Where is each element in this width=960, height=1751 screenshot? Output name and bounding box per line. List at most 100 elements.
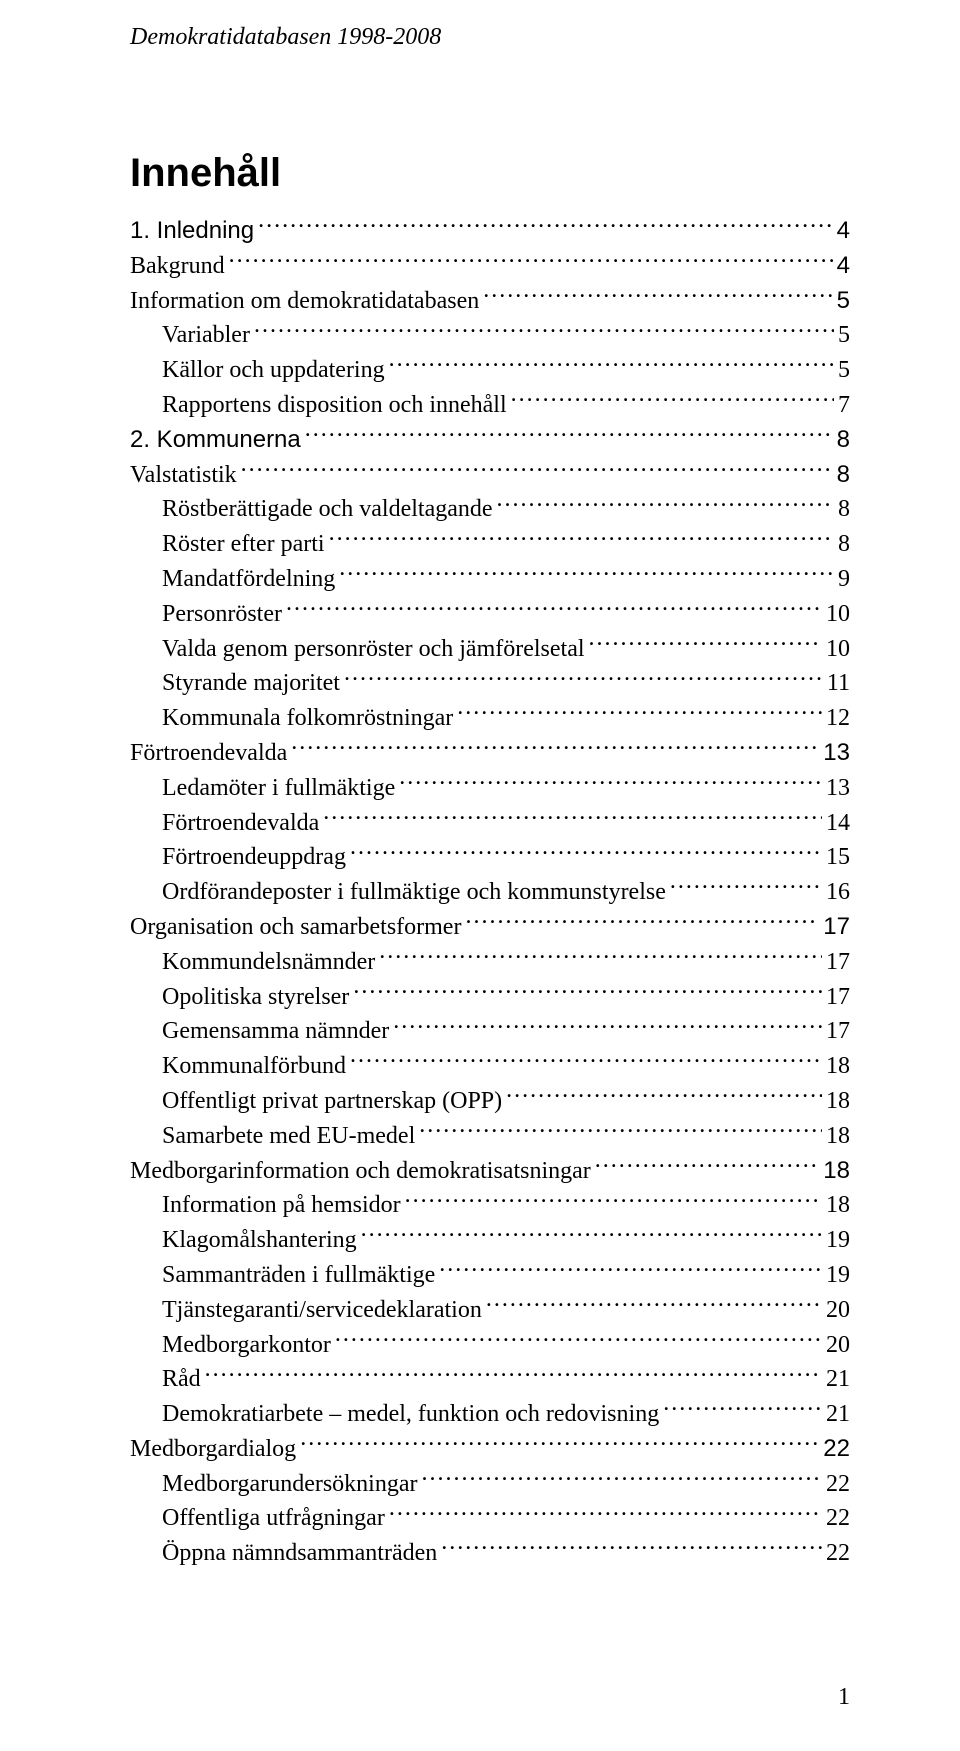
toc-leader	[286, 597, 822, 621]
toc-entry: Information på hemsidor18	[130, 1188, 850, 1223]
toc-entry-label: Medborgarinformation och demokratisatsni…	[130, 1154, 591, 1189]
toc-entry-page: 9	[838, 562, 850, 597]
toc-entry: Sammanträden i fullmäktige19	[130, 1258, 850, 1293]
toc-entry-label: Sammanträden i fullmäktige	[162, 1258, 435, 1293]
toc-entry-label: Mandatfördelning	[162, 562, 335, 597]
toc-list: 1. Inledning4Bakgrund4Information om dem…	[130, 214, 850, 1571]
toc-entry-label: Opolitiska styrelser	[162, 980, 349, 1015]
toc-entry-label: Styrande majoritet	[162, 666, 340, 701]
toc-entry-label: Offentliga utfrågningar	[162, 1501, 385, 1536]
toc-leader	[670, 875, 822, 899]
toc-entry: 2. Kommunerna8	[130, 423, 850, 458]
toc-entry: Medborgarkontor 20	[130, 1328, 850, 1363]
toc-leader	[241, 458, 833, 482]
toc-entry: Kommundelsnämnder17	[130, 945, 850, 980]
toc-leader	[350, 840, 822, 864]
toc-leader	[486, 1293, 822, 1317]
toc-entry-page: 8	[837, 423, 850, 458]
toc-leader	[589, 632, 822, 656]
toc-leader	[422, 1467, 823, 1491]
toc-leader	[441, 1536, 822, 1560]
toc-entry-page: 8	[838, 527, 850, 562]
toc-leader	[389, 1501, 822, 1525]
toc-entry-page: 17	[826, 945, 850, 980]
toc-leader	[205, 1362, 822, 1386]
toc-entry: Medborgarinformation och demokratisatsni…	[130, 1154, 850, 1189]
toc-entry-label: Ledamöter i fullmäktige	[162, 771, 395, 806]
toc-entry: Förtroendevalda13	[130, 736, 850, 771]
toc-entry-label: Medborgarundersökningar	[162, 1467, 418, 1502]
toc-entry-page: 12	[826, 701, 850, 736]
toc-entry-page: 19	[826, 1223, 850, 1258]
toc-entry-label: 1. Inledning	[130, 214, 254, 249]
toc-entry: Information om demokratidatabasen5	[130, 284, 850, 319]
toc-leader	[506, 1084, 822, 1108]
toc-entry-page: 5	[838, 353, 850, 388]
toc-entry-label: Organisation och samarbetsformer	[130, 910, 461, 945]
toc-entry: Organisation och samarbetsformer17	[130, 910, 850, 945]
toc-leader	[511, 388, 834, 412]
toc-entry: Gemensamma nämnder17	[130, 1014, 850, 1049]
toc-entry-label: Information på hemsidor	[162, 1188, 401, 1223]
toc-entry-page: 11	[827, 666, 850, 701]
toc-leader	[483, 284, 832, 308]
toc-entry: Variabler5	[130, 318, 850, 353]
toc-leader	[389, 353, 834, 377]
toc-entry-page: 10	[826, 597, 850, 632]
toc-entry-label: Valda genom personröster och jämförelset…	[162, 632, 585, 667]
toc-entry-page: 20	[826, 1328, 850, 1363]
toc-entry: Råd21	[130, 1362, 850, 1397]
toc-entry-label: Personröster	[162, 597, 282, 632]
toc-entry: Förtroendevalda14	[130, 806, 850, 841]
toc-entry-label: Källor och uppdatering	[162, 353, 385, 388]
toc-entry: Valstatistik8	[130, 458, 850, 493]
toc-entry-label: Röster efter parti	[162, 527, 325, 562]
toc-title: Innehåll	[130, 151, 850, 196]
toc-entry: Ledamöter i fullmäktige13	[130, 771, 850, 806]
toc-entry-label: Kommunala folkomröstningar	[162, 701, 453, 736]
toc-entry: Valda genom personröster och jämförelset…	[130, 632, 850, 667]
toc-leader	[258, 214, 833, 238]
toc-leader	[300, 1432, 819, 1456]
toc-entry-label: Klagomålshantering	[162, 1223, 357, 1258]
toc-entry-page: 22	[826, 1467, 850, 1502]
toc-entry-label: Medborgarkontor	[162, 1328, 331, 1363]
toc-entry-page: 20	[826, 1293, 850, 1328]
toc-entry-page: 18	[826, 1084, 850, 1119]
toc-entry-label: Kommunalförbund	[162, 1049, 346, 1084]
toc-entry-page: 13	[823, 736, 850, 771]
toc-entry-label: Valstatistik	[130, 458, 237, 493]
toc-leader	[465, 910, 819, 934]
toc-entry: Förtroendeuppdrag 15	[130, 840, 850, 875]
toc-entry: Bakgrund4	[130, 249, 850, 284]
toc-entry: Opolitiska styrelser17	[130, 980, 850, 1015]
toc-leader	[350, 1049, 822, 1073]
toc-entry-page: 14	[826, 806, 850, 841]
toc-leader	[361, 1223, 822, 1247]
toc-leader	[353, 980, 822, 1004]
toc-entry-page: 18	[826, 1049, 850, 1084]
toc-entry-label: Demokratiarbete – medel, funktion och re…	[162, 1397, 659, 1432]
toc-entry: Medborgarundersökningar 22	[130, 1467, 850, 1502]
toc-entry-label: Förtroendeuppdrag	[162, 840, 346, 875]
toc-entry-label: Information om demokratidatabasen	[130, 284, 479, 319]
page-number: 1	[838, 1684, 850, 1711]
toc-entry-label: Offentligt privat partnerskap (OPP)	[162, 1084, 502, 1119]
toc-entry: Klagomålshantering 19	[130, 1223, 850, 1258]
toc-leader	[439, 1258, 822, 1282]
toc-entry-page: 8	[838, 492, 850, 527]
toc-entry-page: 17	[826, 1014, 850, 1049]
toc-entry-page: 10	[826, 632, 850, 667]
toc-leader	[329, 527, 834, 551]
toc-entry-label: Medborgardialog	[130, 1432, 296, 1467]
toc-leader	[497, 492, 834, 516]
toc-entry: Röster efter parti 8	[130, 527, 850, 562]
toc-entry-page: 15	[826, 840, 850, 875]
toc-leader	[229, 249, 833, 273]
toc-entry: Ordförandeposter i fullmäktige och kommu…	[130, 875, 850, 910]
toc-entry: 1. Inledning4	[130, 214, 850, 249]
toc-entry: Rapportens disposition och innehåll7	[130, 388, 850, 423]
toc-entry-label: Variabler	[162, 318, 250, 353]
toc-entry-page: 22	[823, 1432, 850, 1467]
toc-entry-page: 7	[838, 388, 850, 423]
